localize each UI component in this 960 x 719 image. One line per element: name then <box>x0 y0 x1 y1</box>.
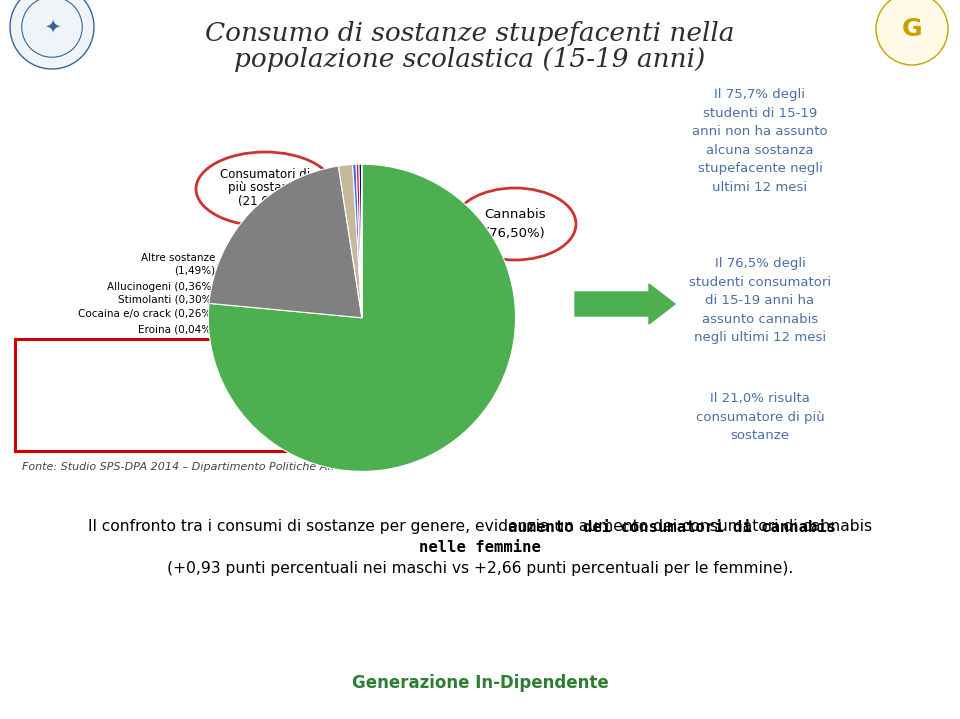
Text: (circa 690.000 studenti): (circa 690.000 studenti) <box>64 408 238 421</box>
Text: più sostanze: più sostanze <box>228 180 302 193</box>
Text: popolazione scolastica (15-19 anni): popolazione scolastica (15-19 anni) <box>234 47 706 71</box>
Circle shape <box>876 0 948 65</box>
Wedge shape <box>359 164 362 318</box>
Text: (+0,93 punti percentuali nei maschi vs +2,66 punti percentuali per le femmine).: (+0,93 punti percentuali nei maschi vs +… <box>167 562 793 577</box>
Wedge shape <box>352 165 362 318</box>
Text: Il 76,5% degli
studenti consumatori
di 15-19 anni ha
assunto cannabis
negli ulti: Il 76,5% degli studenti consumatori di 1… <box>689 257 831 344</box>
Text: VOLTA NEGLI ULTIMI 12 MESI: VOLTA NEGLI ULTIMI 12 MESI <box>60 364 242 374</box>
Text: Stimolanti (0,30%): Stimolanti (0,30%) <box>117 295 215 305</box>
Wedge shape <box>209 166 362 318</box>
Text: G: G <box>901 17 923 41</box>
Ellipse shape <box>196 152 334 226</box>
Text: Consumo di sostanze stupefacenti nella: Consumo di sostanze stupefacenti nella <box>205 22 734 47</box>
Text: nelle femmine: nelle femmine <box>420 539 540 554</box>
Text: Cannabis: Cannabis <box>484 209 546 221</box>
Text: Il confronto tra i consumi di sostanze per genere, evidenzia un aumento dei cons: Il confronto tra i consumi di sostanze p… <box>88 520 872 534</box>
Text: (76,50%): (76,50%) <box>485 226 545 239</box>
Ellipse shape <box>454 188 576 260</box>
Text: ✦: ✦ <box>44 17 60 37</box>
Text: Cocaina e/o crack (0,26%): Cocaina e/o crack (0,26%) <box>78 308 215 318</box>
Wedge shape <box>338 165 362 318</box>
Text: Altre sostanze
(1,49%): Altre sostanze (1,49%) <box>140 253 215 275</box>
Text: Il 75,7% degli
studenti di 15-19
anni non ha assunto
alcuna sostanza
stupefacent: Il 75,7% degli studenti di 15-19 anni no… <box>692 88 828 193</box>
Wedge shape <box>356 164 362 318</box>
FancyArrow shape <box>575 284 675 324</box>
Text: Fonte: Studio SPS-DPA 2014 – Dipartimento Politiche Antidroga: Fonte: Studio SPS-DPA 2014 – Dipartiment… <box>22 462 374 472</box>
Text: aumento dei consumatori di cannabis: aumento dei consumatori di cannabis <box>508 520 836 534</box>
Wedge shape <box>208 164 516 472</box>
Text: Consumatori di: Consumatori di <box>220 168 310 180</box>
Text: USO DI SOSTANZE ALMENO UNA: USO DI SOSTANZE ALMENO UNA <box>48 349 253 359</box>
Bar <box>15 339 287 451</box>
Text: Generazione In-Dipendente: Generazione In-Dipendente <box>351 674 609 692</box>
Circle shape <box>10 0 94 69</box>
Text: (21,05%): (21,05%) <box>238 196 292 209</box>
Text: Allucinogeni (0,36%): Allucinogeni (0,36%) <box>107 282 215 292</box>
Text: Eroina (0,04%): Eroina (0,04%) <box>138 324 215 334</box>
Text: Il 21,0% risulta
consumatore di più
sostanze: Il 21,0% risulta consumatore di più sost… <box>696 392 825 442</box>
Text: 24,31%: 24,31% <box>109 383 193 401</box>
